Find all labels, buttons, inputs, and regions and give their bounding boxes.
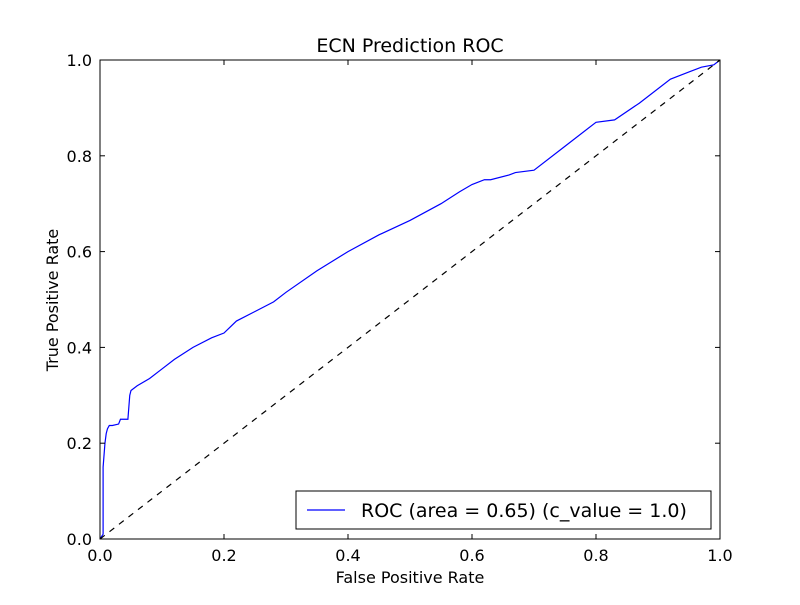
y-tick-label: 0.8 bbox=[67, 147, 92, 166]
y-tick-label: 0.4 bbox=[67, 338, 92, 357]
legend-entry-roc: ROC (area = 0.65) (c_value = 1.0) bbox=[361, 500, 687, 522]
y-tick-label: 0.0 bbox=[67, 530, 92, 549]
x-tick-label: 0.2 bbox=[211, 546, 236, 565]
x-axis-label: False Positive Rate bbox=[336, 568, 485, 587]
y-tick-label: 1.0 bbox=[67, 51, 92, 70]
x-tick-label: 0.0 bbox=[87, 546, 112, 565]
chart-title: ECN Prediction ROC bbox=[316, 35, 503, 57]
y-tick-label: 0.2 bbox=[67, 434, 92, 453]
legend: ROC (area = 0.65) (c_value = 1.0) bbox=[295, 490, 712, 530]
chance-diagonal-line bbox=[99, 59, 721, 540]
y-axis-label: True Positive Rate bbox=[43, 229, 62, 373]
x-tick-label: 1.0 bbox=[707, 546, 732, 565]
x-tick-label: 0.8 bbox=[583, 546, 608, 565]
x-tick-label: 0.6 bbox=[459, 546, 484, 565]
roc-curve-line bbox=[99, 59, 721, 540]
y-tick-label: 0.6 bbox=[67, 243, 92, 262]
legend-box bbox=[295, 490, 712, 530]
x-tick-label: 0.4 bbox=[335, 546, 360, 565]
plot-frame bbox=[99, 59, 721, 540]
